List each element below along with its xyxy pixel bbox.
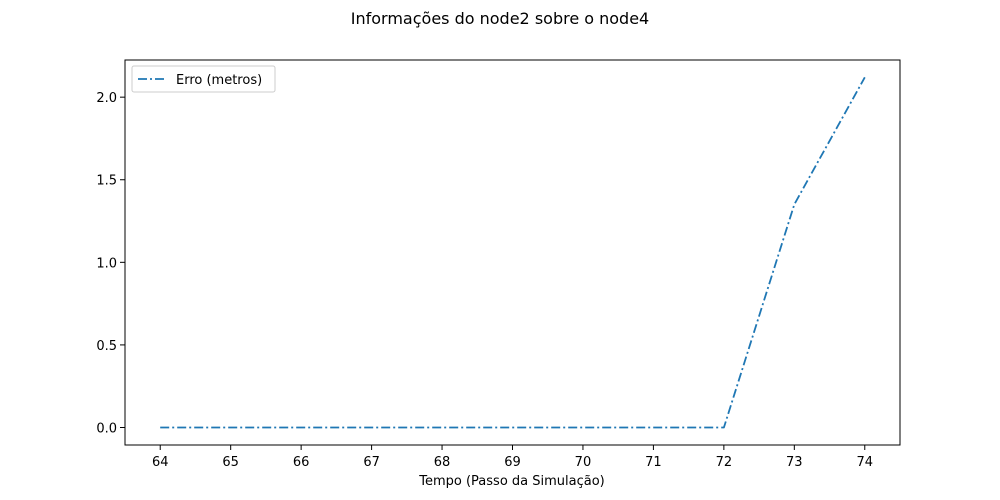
chart-title: Informações do node2 sobre o node4 — [351, 9, 649, 28]
y-tick-label: 0.0 — [96, 421, 117, 436]
x-tick-label: 66 — [293, 455, 310, 470]
x-tick-label: 69 — [504, 455, 521, 470]
x-tick-label: 64 — [152, 455, 169, 470]
series-layer — [160, 76, 866, 429]
legend: Erro (metros) — [131, 65, 276, 93]
data-point — [582, 427, 583, 428]
y-tick-label: 2.0 — [96, 91, 117, 106]
data-point — [230, 427, 231, 428]
y-tick-label: 0.5 — [96, 339, 117, 354]
x-tick-label: 73 — [786, 455, 803, 470]
x-tick-label: 71 — [645, 455, 662, 470]
x-tick-label: 67 — [363, 455, 380, 470]
data-point — [653, 427, 654, 428]
y-tick-label: 1.0 — [96, 256, 117, 271]
series-line — [160, 76, 866, 429]
legend-box — [131, 65, 276, 93]
data-point — [371, 427, 372, 428]
legend-label: Erro (metros) — [176, 73, 262, 88]
data-point — [512, 427, 513, 428]
x-tick-label: 65 — [222, 455, 239, 470]
plot-area: 64 65 66 67 68 69 70 71 72 73 74 0.0 0.5 1.0 1.5 2.0 — [96, 59, 901, 470]
x-tick-label: 74 — [856, 455, 873, 470]
data-point — [723, 427, 724, 428]
x-axis-title: Tempo (Passo da Simulação) — [418, 474, 605, 489]
data-point — [160, 427, 161, 428]
data-point — [864, 77, 865, 78]
x-axis-ticks: 64 65 66 67 68 69 70 71 72 73 74 — [152, 445, 873, 470]
y-axis-ticks: 0.0 0.5 1.0 1.5 2.0 — [96, 91, 125, 436]
data-point — [301, 427, 302, 428]
x-tick-label: 72 — [716, 455, 733, 470]
data-point — [794, 204, 795, 205]
x-tick-label: 70 — [575, 455, 592, 470]
plot-frame — [124, 59, 901, 446]
data-point — [442, 427, 443, 428]
x-tick-label: 68 — [434, 455, 451, 470]
y-tick-label: 1.5 — [96, 174, 117, 189]
